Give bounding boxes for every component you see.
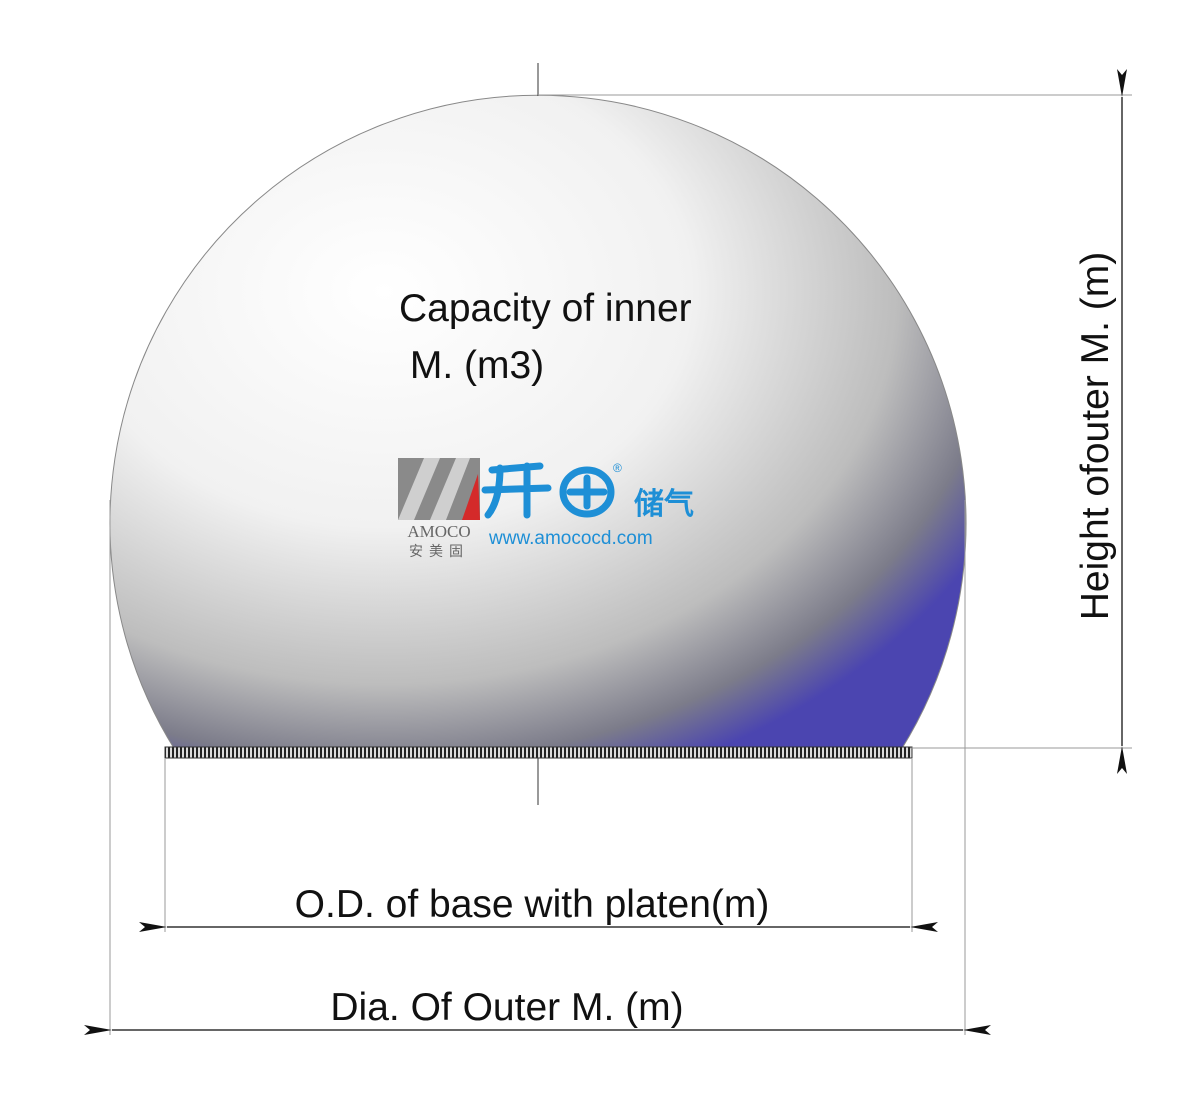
outer-diameter-label: Dia. Of Outer M. (m) — [330, 986, 683, 1029]
logo-mark — [398, 458, 440, 520]
logo-brand-cn: 安美固 — [409, 543, 469, 559]
logo-url: www.amococd.com — [488, 528, 653, 549]
gas-holder-dome — [109, 94, 967, 751]
capacity-label: Capacity of inner — [399, 287, 692, 330]
base-platen — [164, 746, 913, 759]
logo: AMOCO 安美固 ® 储气 www.amococd.com — [398, 458, 694, 559]
logo-mark — [430, 458, 470, 520]
logo-registered: ® — [613, 461, 622, 475]
logo-glyph — [481, 462, 615, 519]
capacity-label: M. (m3) — [399, 344, 544, 387]
height-label: Height ofouter M. (m) — [1074, 252, 1117, 620]
logo-mark — [462, 474, 480, 520]
logo-product: 储气 — [634, 488, 694, 521]
logo-brand: AMOCO — [407, 522, 470, 541]
base-diameter-label: O.D. of base with platen(m) — [295, 883, 770, 926]
